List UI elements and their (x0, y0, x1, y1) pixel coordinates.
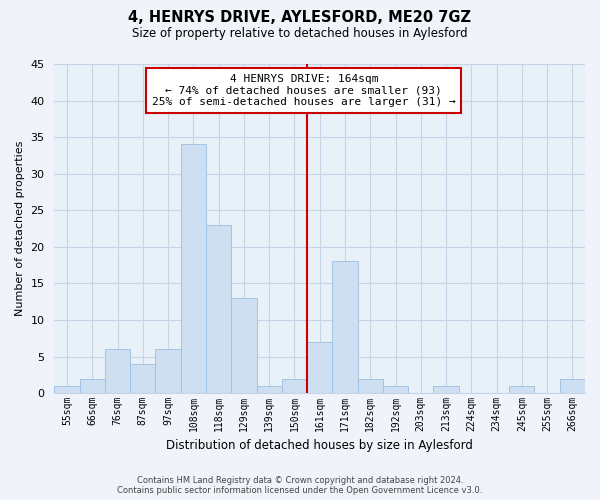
Bar (80, 378, 105, 393)
Bar (358, 378, 383, 393)
Bar (105, 350, 130, 393)
Bar (307, 342, 332, 393)
Bar (282, 378, 307, 393)
Bar (433, 386, 458, 393)
Bar (560, 378, 585, 393)
Text: Contains HM Land Registry data © Crown copyright and database right 2024.
Contai: Contains HM Land Registry data © Crown c… (118, 476, 482, 495)
Bar (257, 386, 282, 393)
Bar (130, 364, 155, 393)
Bar (55, 386, 80, 393)
Text: 4 HENRYS DRIVE: 164sqm
← 74% of detached houses are smaller (93)
25% of semi-det: 4 HENRYS DRIVE: 164sqm ← 74% of detached… (152, 74, 455, 107)
X-axis label: Distribution of detached houses by size in Aylesford: Distribution of detached houses by size … (166, 440, 473, 452)
Bar (332, 262, 358, 393)
Bar (206, 225, 231, 393)
Text: Size of property relative to detached houses in Aylesford: Size of property relative to detached ho… (132, 28, 468, 40)
Text: 4, HENRYS DRIVE, AYLESFORD, ME20 7GZ: 4, HENRYS DRIVE, AYLESFORD, ME20 7GZ (128, 10, 472, 25)
Bar (383, 386, 408, 393)
Bar (509, 386, 535, 393)
Bar (155, 350, 181, 393)
Y-axis label: Number of detached properties: Number of detached properties (15, 141, 25, 316)
Bar (181, 144, 206, 393)
Bar (231, 298, 257, 393)
